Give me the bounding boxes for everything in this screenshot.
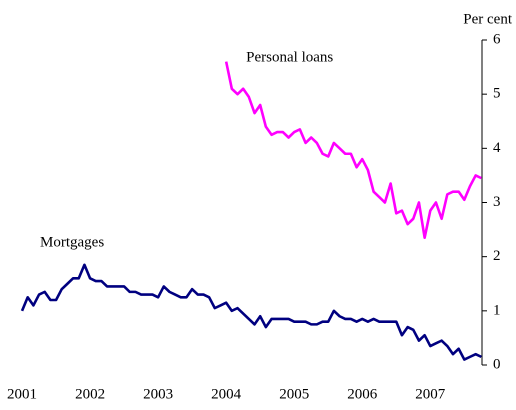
- x-tick-label: 2007: [415, 386, 446, 402]
- y-tick-label: 4: [493, 140, 501, 156]
- series-line: [224, 61, 482, 240]
- y-tick-label: 6: [493, 31, 501, 47]
- series-label: Mortgages: [40, 234, 104, 250]
- series-label: Personal loans: [246, 49, 333, 65]
- x-tick-label: 2005: [279, 386, 309, 402]
- x-tick-label: 2002: [75, 386, 105, 402]
- x-tick-label: 2004: [211, 386, 242, 402]
- x-tick-label: 2001: [7, 386, 37, 402]
- y-axis-label: Per cent: [463, 11, 513, 27]
- series-line: [20, 263, 482, 361]
- y-tick-label: 3: [493, 194, 501, 210]
- x-tick-label: 2003: [143, 386, 173, 402]
- y-tick-label: 5: [493, 86, 501, 102]
- y-tick-label: 0: [493, 356, 501, 372]
- y-tick-label: 2: [493, 248, 501, 264]
- x-tick-label: 2006: [347, 386, 378, 402]
- y-tick-label: 1: [493, 302, 501, 318]
